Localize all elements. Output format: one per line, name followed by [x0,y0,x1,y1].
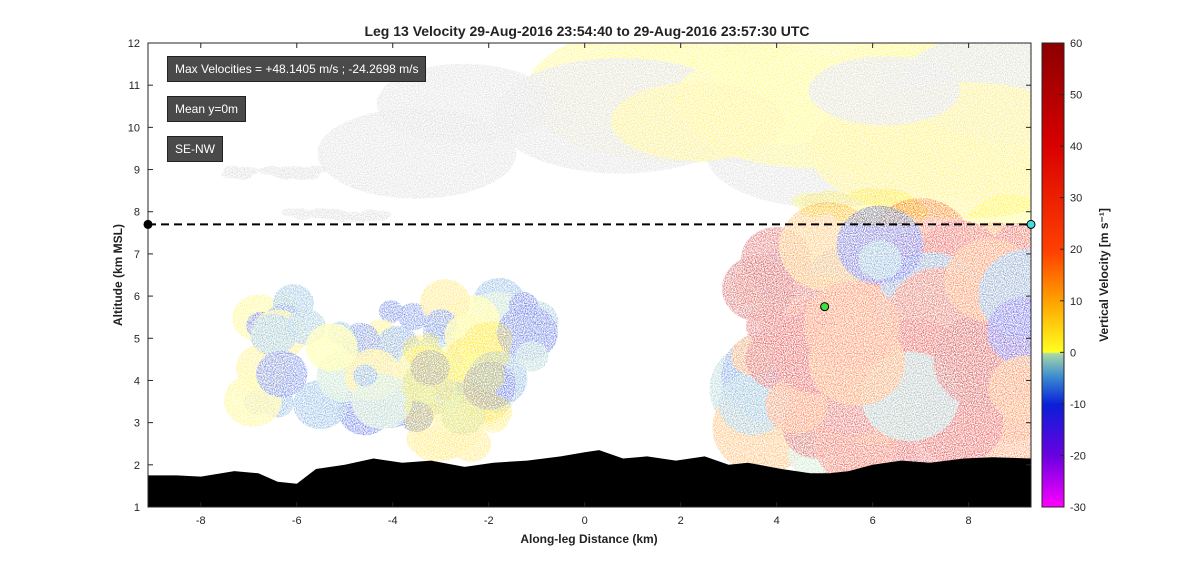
echo-blob [419,388,437,405]
plot-frame [147,42,1032,508]
echo-blob [376,63,553,144]
x-tick-label: -6 [292,515,302,527]
y-tick-label: 3 [134,418,140,430]
echo-blob [353,364,378,387]
y-tick-label: 2 [134,460,140,472]
colorbar-label: Vertical Velocity [m s⁻¹] [1097,208,1111,342]
y-tick-label: 6 [134,291,140,303]
mean-y-box: Mean y=0m [167,96,247,122]
chart-title: Leg 13 Velocity 29-Aug-2016 23:54:40 to … [364,23,809,39]
echo-blob [313,208,332,217]
track-start-marker [143,219,153,229]
y-tick-label: 12 [128,38,140,50]
echo-blob [478,405,509,433]
colorbar-tick-label: -20 [1070,450,1086,462]
echo-region [281,208,392,222]
echo-blob [235,170,253,179]
x-tick-label: -8 [196,515,206,527]
terrain-fill [148,450,1031,507]
echo-blob [250,313,297,356]
echo-blob [326,210,347,219]
echo-blob [803,281,900,369]
direction-box: SE-NW [167,136,223,162]
echo-blob [279,168,297,177]
echo-blob [405,392,421,407]
colorbar-gradient [1041,42,1065,508]
x-tick-label: 8 [966,515,972,527]
colorbar-tick-label: -10 [1070,399,1086,411]
echo-blob [293,170,314,180]
colorbar-tick-label: 30 [1070,193,1082,205]
colorbar-tick-label: 20 [1070,244,1082,256]
echo-blob [364,212,382,221]
echo-blob [307,165,326,174]
echo-blob [256,350,308,398]
terrain [148,450,1031,507]
colorbar-tick-label: -30 [1070,502,1086,514]
echo-blob [462,353,479,368]
echo-blob [508,292,539,319]
echo-region [709,194,1031,501]
markers [143,219,1036,312]
radar-echoes [221,43,1031,501]
cell-marker-marker [820,302,830,312]
colorbar: -30 -20 -10 0 10 20 30 40 50 60 Vertical Velocity… [1041,38,1111,514]
echo-blob [611,82,784,161]
y-tick-label: 9 [134,165,140,177]
echo-blob [481,342,511,369]
x-axis-label: Along-leg Distance (km) [520,532,657,546]
echo-blob [343,211,364,221]
echo-blob [477,367,503,391]
echo-blob [398,302,429,331]
x-axis: -8 -6 -4 -2 0 2 4 6 8 [196,43,972,527]
echo-blob [406,423,440,454]
track-end-marker [1026,219,1036,229]
colorbar-ticks: -30 -20 -10 0 10 20 30 40 50 60 [1060,38,1086,514]
x-tick-label: 4 [774,515,780,527]
colorbar-tick-label: 60 [1070,38,1082,50]
echo-blob [808,56,960,126]
y-tick-label: 7 [134,249,140,261]
y-tick-label: 8 [134,207,140,219]
y-tick-label: 10 [128,122,140,134]
x-tick-label: -2 [484,515,494,527]
echo-blob [305,323,358,372]
echo-region [401,321,513,462]
echo-blob [444,371,464,390]
x-tick-label: 6 [870,515,876,527]
echo-blob [378,300,404,323]
y-tick-label: 4 [134,375,140,387]
x-tick-label: 2 [678,515,684,527]
echo-blob [986,297,1031,365]
y-tick-label: 11 [129,80,140,92]
echo-blob [403,365,432,391]
echo-blob [293,209,313,218]
colorbar-tick-label: 40 [1070,141,1082,153]
x-tick-label: 0 [582,515,588,527]
echo-blob [351,373,413,429]
echo-blob [411,341,427,357]
echo-blob [452,426,492,462]
x-tick-label: -4 [388,515,398,527]
colorbar-tick-label: 10 [1070,296,1082,308]
echo-region [221,165,326,180]
echo-blob [722,255,795,322]
y-axis-label: Altitude (km MSL) [111,224,125,326]
max-velocities-box: Max Velocities = +48.1405 m/s ; -24.2698… [167,56,427,82]
colorbar-tick-label: 50 [1070,90,1082,102]
colorbar-tick-label: 0 [1070,347,1076,359]
echo-blob [858,240,902,280]
y-tick-label: 5 [134,333,140,345]
y-tick-label: 1 [134,502,140,514]
echo-blob [515,341,549,372]
echo-region [317,43,1031,219]
echo-blob [988,355,1031,422]
